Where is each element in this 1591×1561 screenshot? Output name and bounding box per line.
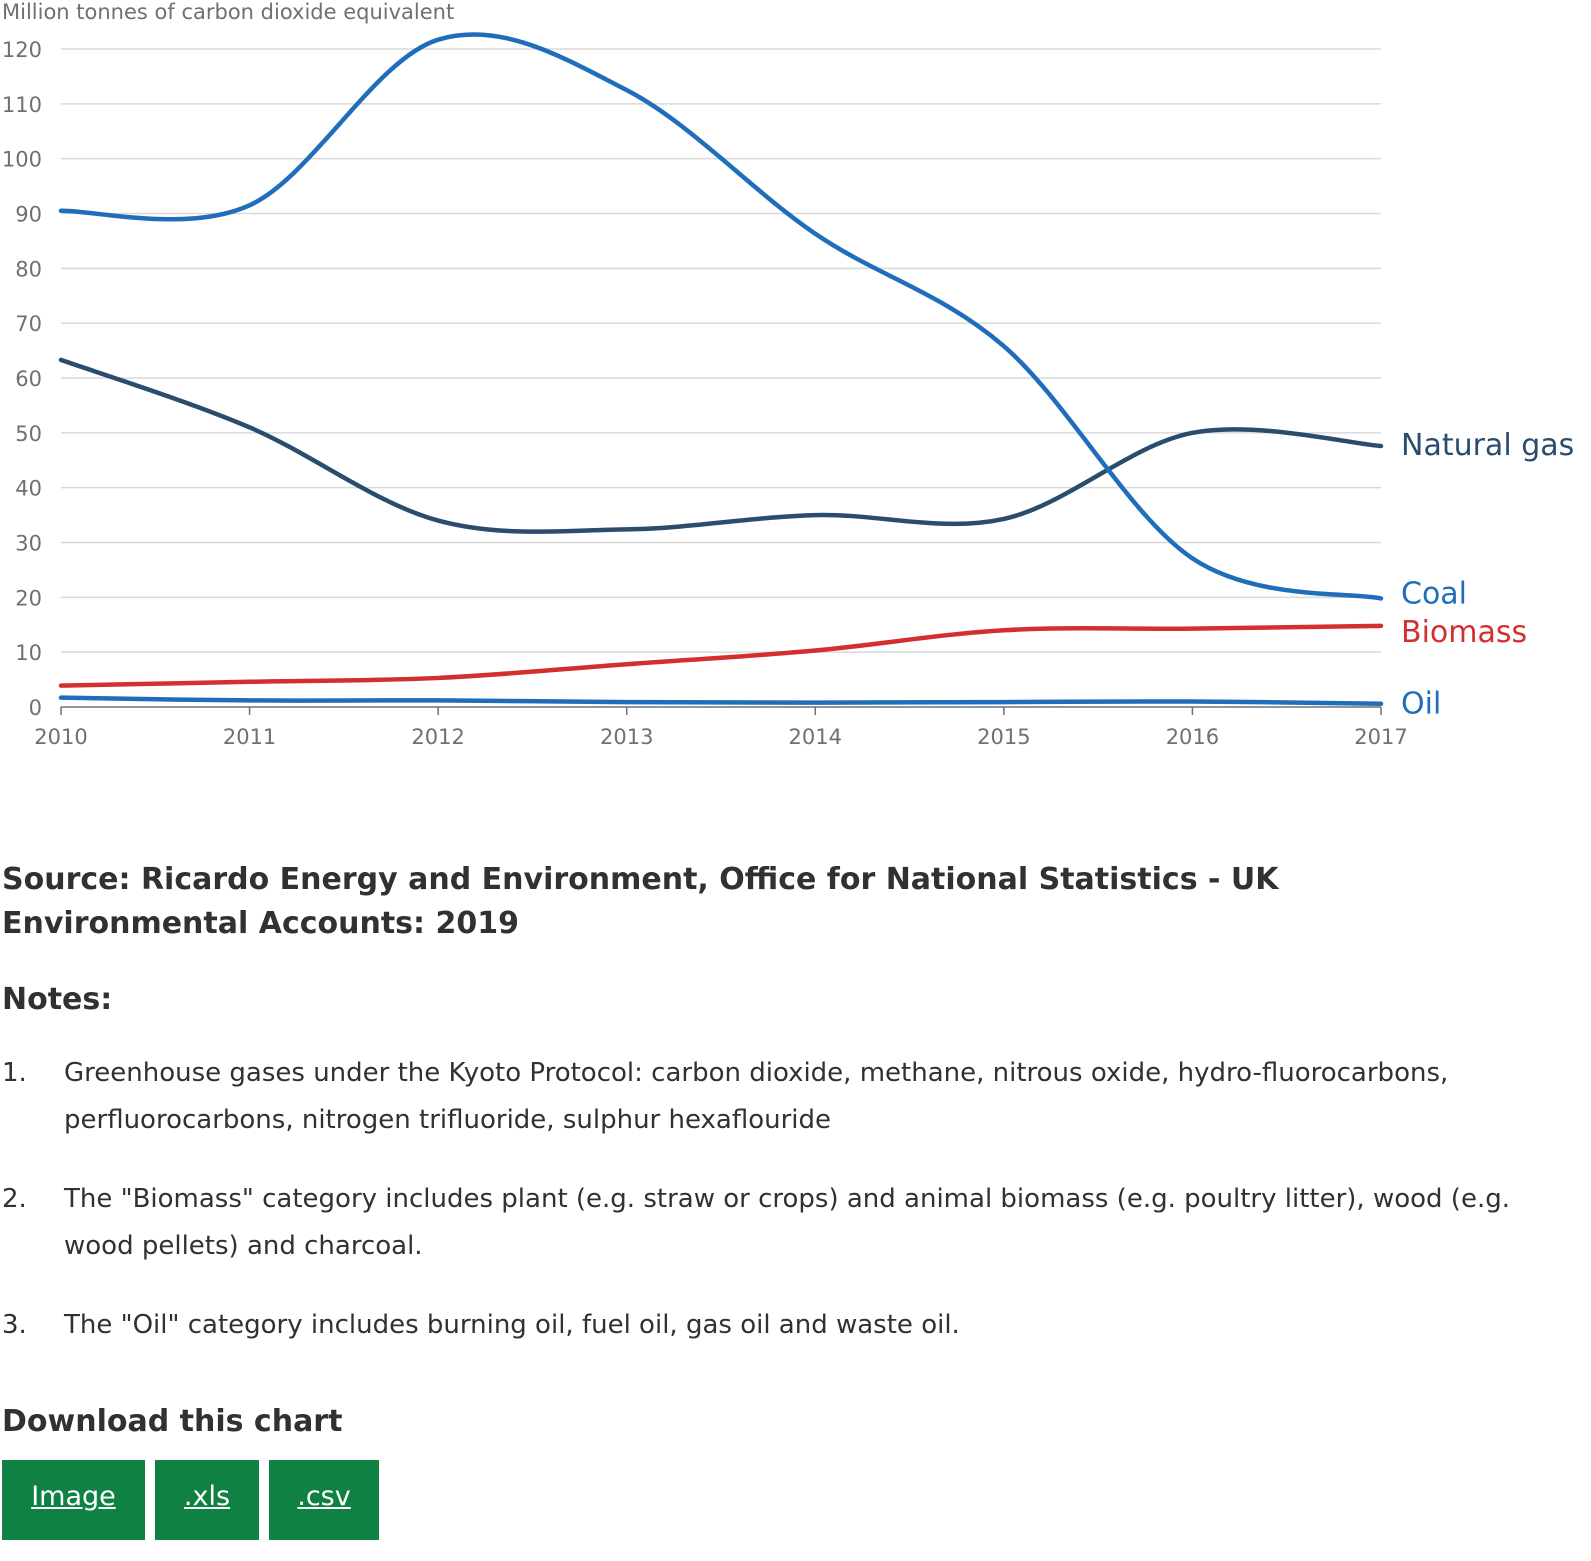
coal-line [58, 32, 1384, 601]
note-item: 1. Greenhouse gases under the Kyoto Prot… [2, 1050, 1562, 1144]
series-lines [58, 32, 1384, 706]
natural-gas-line [58, 357, 1384, 534]
y-tick-label: 60 [15, 367, 42, 391]
note-item: 3. The "Oil" category includes burning o… [2, 1302, 1562, 1349]
x-tick-label: 2014 [789, 725, 842, 749]
note-number: 1. [2, 1058, 27, 1088]
x-axis: 2010 2011 2012 2013 2014 2015 2016 2017 [34, 706, 1408, 749]
x-tick-label: 2015 [977, 725, 1030, 749]
notes-list: 1. Greenhouse gases under the Kyoto Prot… [2, 1050, 1562, 1381]
y-tick-label: 30 [15, 532, 42, 556]
biomass-line [58, 623, 1384, 688]
y-tick-label: 0 [29, 696, 42, 720]
y-tick-label: 80 [15, 257, 42, 281]
y-tick-label: 50 [15, 422, 42, 446]
x-tick-label: 2010 [34, 725, 87, 749]
y-tick-label: 20 [15, 586, 42, 610]
download-buttons: Image .xls .csv [2, 1460, 379, 1540]
natural-gas-series-label: Natural gas [1401, 428, 1574, 463]
download-xls-button[interactable]: .xls [155, 1460, 259, 1540]
note-text: Greenhouse gases under the Kyoto Protoco… [64, 1058, 1449, 1135]
y-axis-ticks: 0 10 20 30 40 50 60 70 80 90 100 110 120 [2, 38, 42, 720]
note-text: The "Oil" category includes burning oil,… [64, 1310, 960, 1340]
y-tick-label: 110 [2, 93, 42, 117]
y-tick-label: 70 [15, 312, 42, 336]
y-tick-label: 120 [2, 38, 42, 62]
grid-lines [61, 48, 1381, 653]
download-csv-button[interactable]: .csv [269, 1460, 379, 1540]
y-tick-label: 40 [15, 477, 42, 501]
y-tick-label: 10 [15, 641, 42, 665]
line-chart: Million tonnes of carbon dioxide equival… [2, 0, 1574, 749]
oil-line [58, 695, 1384, 706]
source-text: Source: Ricardo Energy and Environment, … [2, 862, 1279, 941]
oil-series-label: Oil [1401, 687, 1441, 722]
y-tick-label: 100 [2, 148, 42, 172]
note-item: 2. The "Biomass" category includes plant… [2, 1176, 1562, 1270]
note-number: 2. [2, 1184, 27, 1214]
download-image-button[interactable]: Image [2, 1460, 145, 1540]
download-heading: Download this chart [2, 1404, 343, 1439]
note-number: 3. [2, 1310, 27, 1340]
y-tick-label: 90 [15, 203, 42, 227]
x-tick-label: 2012 [411, 725, 464, 749]
coal-series-label: Coal [1401, 576, 1467, 611]
x-tick-label: 2016 [1166, 725, 1219, 749]
notes-heading: Notes: [2, 982, 113, 1017]
note-text: The "Biomass" category includes plant (e… [64, 1184, 1510, 1261]
x-tick-label: 2011 [223, 725, 276, 749]
x-tick-label: 2017 [1354, 725, 1407, 749]
x-tick-label: 2013 [600, 725, 653, 749]
series-labels: Natural gas Coal Biomass Oil [1401, 428, 1574, 722]
y-axis-label: Million tonnes of carbon dioxide equival… [2, 0, 454, 24]
biomass-series-label: Biomass [1401, 615, 1527, 650]
